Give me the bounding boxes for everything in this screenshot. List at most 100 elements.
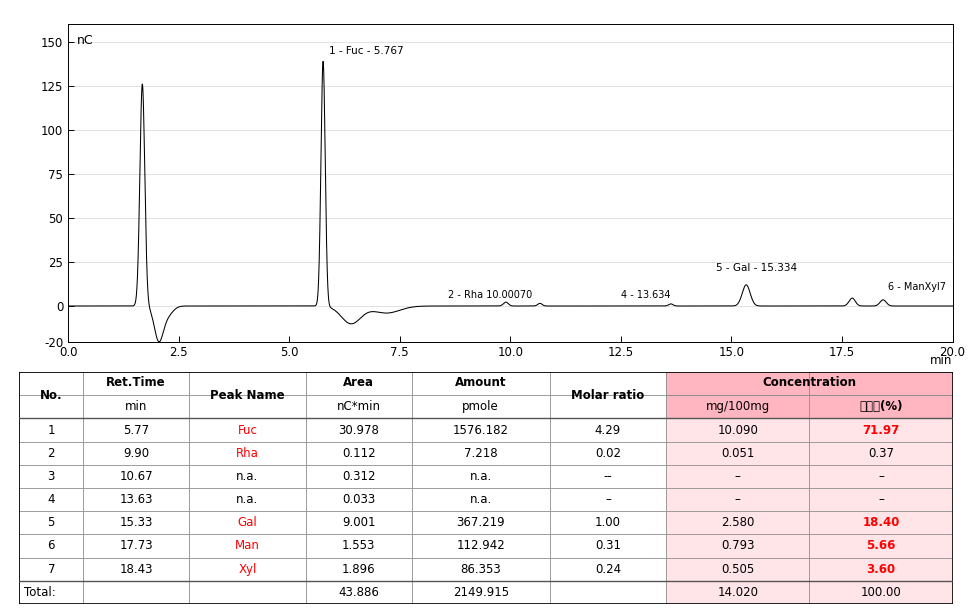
Text: Total:: Total: xyxy=(24,586,55,599)
Bar xyxy=(549,418,666,442)
Bar xyxy=(19,558,83,581)
Bar xyxy=(190,534,306,558)
Bar xyxy=(549,534,666,558)
Text: –: – xyxy=(605,493,610,506)
Bar xyxy=(83,488,190,511)
Text: 0.37: 0.37 xyxy=(868,447,894,460)
Bar xyxy=(83,534,190,558)
Text: 100.00: 100.00 xyxy=(860,586,901,599)
Bar xyxy=(549,395,666,418)
Bar xyxy=(412,465,549,488)
Bar xyxy=(19,534,83,558)
Bar xyxy=(19,465,83,488)
Bar xyxy=(190,488,306,511)
Text: n.a.: n.a. xyxy=(236,470,259,483)
Bar xyxy=(810,395,953,418)
Text: Ret.Time: Ret.Time xyxy=(106,376,166,389)
Text: 조성비(%): 조성비(%) xyxy=(859,400,903,414)
Bar xyxy=(306,372,412,395)
Text: n.a.: n.a. xyxy=(469,493,492,506)
Text: 112.942: 112.942 xyxy=(456,539,505,553)
Bar xyxy=(190,511,306,534)
Text: Rha: Rha xyxy=(236,447,259,460)
Bar xyxy=(666,534,810,558)
Bar xyxy=(306,395,412,418)
Text: 18.40: 18.40 xyxy=(862,516,900,529)
Text: 6 - ManXyl7: 6 - ManXyl7 xyxy=(888,282,947,292)
Bar xyxy=(19,418,83,442)
Bar xyxy=(666,488,810,511)
Bar xyxy=(306,534,412,558)
Text: nC: nC xyxy=(77,34,93,47)
Bar xyxy=(412,372,549,395)
Bar xyxy=(412,418,549,442)
Bar xyxy=(549,488,666,511)
Bar xyxy=(549,442,666,465)
Text: 2: 2 xyxy=(48,447,55,460)
Text: Gal: Gal xyxy=(237,516,258,529)
Bar xyxy=(190,558,306,581)
Text: 5.77: 5.77 xyxy=(123,423,149,437)
Text: 1.896: 1.896 xyxy=(342,562,375,576)
Bar xyxy=(666,442,810,465)
Text: --: -- xyxy=(604,470,612,483)
Text: 7.218: 7.218 xyxy=(464,447,498,460)
Bar xyxy=(810,372,953,395)
Bar xyxy=(83,581,190,604)
Text: 0.033: 0.033 xyxy=(342,493,375,506)
Bar xyxy=(549,465,666,488)
Bar xyxy=(412,581,549,604)
Bar xyxy=(19,442,83,465)
Text: 0.24: 0.24 xyxy=(595,562,621,576)
Bar xyxy=(83,511,190,534)
Text: 0.051: 0.051 xyxy=(721,447,754,460)
Bar xyxy=(83,395,190,418)
Bar xyxy=(190,418,306,442)
Text: n.a.: n.a. xyxy=(236,493,259,506)
Bar xyxy=(549,372,666,395)
Text: 0.312: 0.312 xyxy=(342,470,375,483)
Bar xyxy=(810,465,953,488)
Bar xyxy=(810,581,953,604)
Text: 0.31: 0.31 xyxy=(595,539,621,553)
Bar xyxy=(190,372,306,395)
Bar xyxy=(306,442,412,465)
Bar xyxy=(666,372,810,395)
Text: 1.00: 1.00 xyxy=(595,516,621,529)
Bar xyxy=(549,511,666,534)
Bar xyxy=(83,465,190,488)
Bar xyxy=(306,511,412,534)
Bar xyxy=(666,418,810,442)
Text: pmole: pmole xyxy=(463,400,499,414)
Bar xyxy=(810,488,953,511)
Bar xyxy=(549,558,666,581)
Bar xyxy=(19,581,83,604)
Bar xyxy=(83,372,190,395)
Text: 1: 1 xyxy=(48,423,55,437)
Bar xyxy=(412,511,549,534)
Bar xyxy=(412,442,549,465)
Bar xyxy=(19,372,83,395)
Text: 5: 5 xyxy=(48,516,55,529)
Text: 4: 4 xyxy=(48,493,55,506)
Bar xyxy=(666,395,810,418)
Text: Fuc: Fuc xyxy=(237,423,258,437)
Text: 367.219: 367.219 xyxy=(457,516,505,529)
Bar xyxy=(190,442,306,465)
Bar xyxy=(83,418,190,442)
Bar xyxy=(412,488,549,511)
Bar xyxy=(810,534,953,558)
Text: No.: No. xyxy=(40,389,62,402)
Text: –: – xyxy=(878,493,884,506)
Text: 9.001: 9.001 xyxy=(342,516,375,529)
Text: 7: 7 xyxy=(48,562,55,576)
Text: 18.43: 18.43 xyxy=(120,562,153,576)
Bar xyxy=(810,511,953,534)
Bar xyxy=(19,395,83,418)
Text: 10.090: 10.090 xyxy=(717,423,758,437)
Text: Man: Man xyxy=(235,539,260,553)
Bar xyxy=(306,418,412,442)
Text: 0.793: 0.793 xyxy=(721,539,754,553)
Bar xyxy=(306,581,412,604)
Text: 14.020: 14.020 xyxy=(717,586,758,599)
